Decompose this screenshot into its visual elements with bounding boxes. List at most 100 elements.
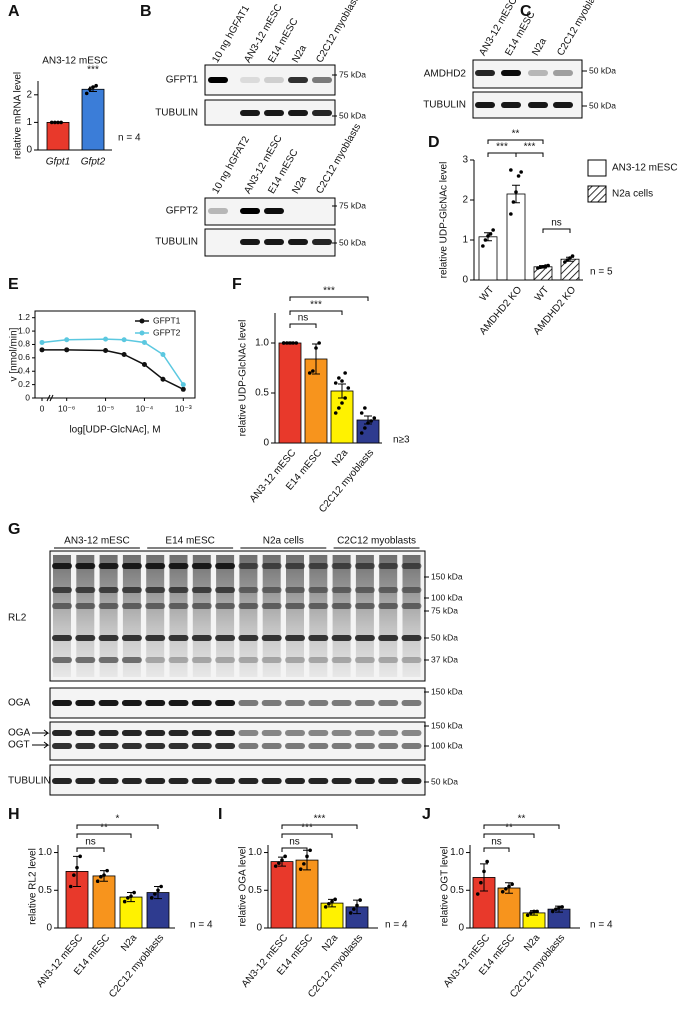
- data-point: [337, 406, 341, 410]
- data-point: [122, 899, 127, 904]
- blot-band: [285, 563, 305, 569]
- data-point: [305, 854, 309, 859]
- blot-band: [75, 730, 96, 736]
- data-point: [529, 911, 533, 915]
- blot-band: [378, 635, 399, 641]
- data-point: [482, 869, 486, 874]
- blot-band: [98, 587, 119, 593]
- blot-frame: [204, 197, 336, 226]
- group-label: N2a cells: [263, 536, 304, 547]
- data-point: [532, 909, 536, 914]
- blot-band: [401, 743, 422, 749]
- significance-bracket: [289, 296, 369, 301]
- marker-label: 150 kDa: [431, 571, 463, 581]
- blot-band: [308, 563, 329, 569]
- significance-bracket: [289, 310, 343, 315]
- blot-band: [75, 635, 96, 641]
- data-point: [103, 347, 109, 353]
- legend-label: GFPT1: [153, 315, 181, 325]
- blot-band: [401, 587, 422, 593]
- blot-band: [285, 743, 305, 749]
- blot-band: [401, 778, 422, 784]
- blot-band: [191, 635, 212, 641]
- blot-band: [215, 563, 236, 569]
- y-tick-label: 0: [263, 438, 269, 449]
- axis-break: [46, 394, 54, 402]
- blot-band: [261, 700, 282, 706]
- y-tick-label: 1: [462, 235, 468, 246]
- y-tick-label: 0: [25, 392, 30, 402]
- legend-marker: [139, 330, 145, 336]
- data-point: [298, 867, 303, 871]
- data-point: [126, 896, 130, 900]
- blot-band: [238, 778, 259, 784]
- data-point: [359, 431, 364, 435]
- blot-band: [145, 778, 166, 784]
- significance-bracket: [542, 228, 571, 233]
- blot-band: [308, 743, 329, 749]
- blot-band: [121, 635, 142, 641]
- blot-band: [528, 70, 548, 76]
- significance-label: ns: [491, 837, 502, 848]
- blot-smear: [402, 555, 421, 677]
- blot-band: [215, 730, 236, 736]
- blot-frame: [49, 721, 426, 761]
- band-arrow: [32, 741, 50, 749]
- blot-smear: [53, 555, 71, 677]
- y-tick-label: 1.0: [38, 847, 52, 858]
- blot-band: [285, 778, 305, 784]
- y-tick-label: 0.4: [18, 365, 30, 375]
- significance-label: **: [505, 823, 513, 834]
- data-point: [516, 174, 521, 178]
- blot-band: [354, 603, 375, 609]
- blot-band: [331, 635, 352, 641]
- y-tick-label: 0.5: [255, 388, 269, 399]
- data-point: [343, 371, 347, 375]
- marker-label: 100 kDa: [431, 740, 463, 750]
- data-point: [346, 386, 351, 390]
- blot-band: [168, 563, 189, 569]
- data-point: [372, 416, 377, 420]
- blot-band: [145, 635, 166, 641]
- blot-band: [98, 563, 119, 569]
- data-point: [546, 263, 550, 268]
- lane-label: N2a: [530, 36, 549, 58]
- blot-band: [475, 102, 495, 108]
- blot-band: [168, 730, 189, 736]
- data-point: [358, 898, 362, 902]
- data-point: [105, 868, 109, 873]
- blot-band: [121, 563, 142, 569]
- significance-label: ***: [323, 286, 335, 297]
- data-point: [519, 170, 523, 174]
- blot-band: [354, 700, 375, 706]
- x-tick-label: 10⁻⁴: [136, 403, 154, 413]
- plot-frame: [34, 310, 196, 399]
- blot-band: [264, 208, 284, 214]
- blot-band: [285, 635, 305, 641]
- data-point: [359, 411, 364, 415]
- blot-band: [261, 778, 282, 784]
- marker-label: 100 kDa: [431, 592, 463, 602]
- y-tick-label: 0.5: [38, 885, 52, 896]
- significance-bracket: [487, 139, 544, 144]
- data-point: [363, 426, 367, 430]
- blot-band: [145, 603, 166, 609]
- blot-band: [378, 603, 399, 609]
- legend-swatch: [587, 159, 607, 177]
- data-point: [337, 376, 341, 380]
- data-point: [568, 256, 572, 260]
- blot-band: [121, 657, 142, 663]
- significance-label: ***: [87, 65, 99, 76]
- panel-letter: H: [8, 806, 20, 823]
- significance-label: ***: [310, 300, 322, 311]
- blot-band: [191, 563, 212, 569]
- significance-bracket: [76, 847, 105, 852]
- blot-band: [401, 563, 422, 569]
- blot-band: [208, 77, 228, 83]
- blot-row-label: TUBULIN: [8, 776, 51, 787]
- blot-band: [168, 635, 189, 641]
- blot-band: [215, 657, 236, 663]
- blot-band: [264, 110, 284, 116]
- blot-band: [52, 603, 72, 609]
- blot-band: [401, 700, 422, 706]
